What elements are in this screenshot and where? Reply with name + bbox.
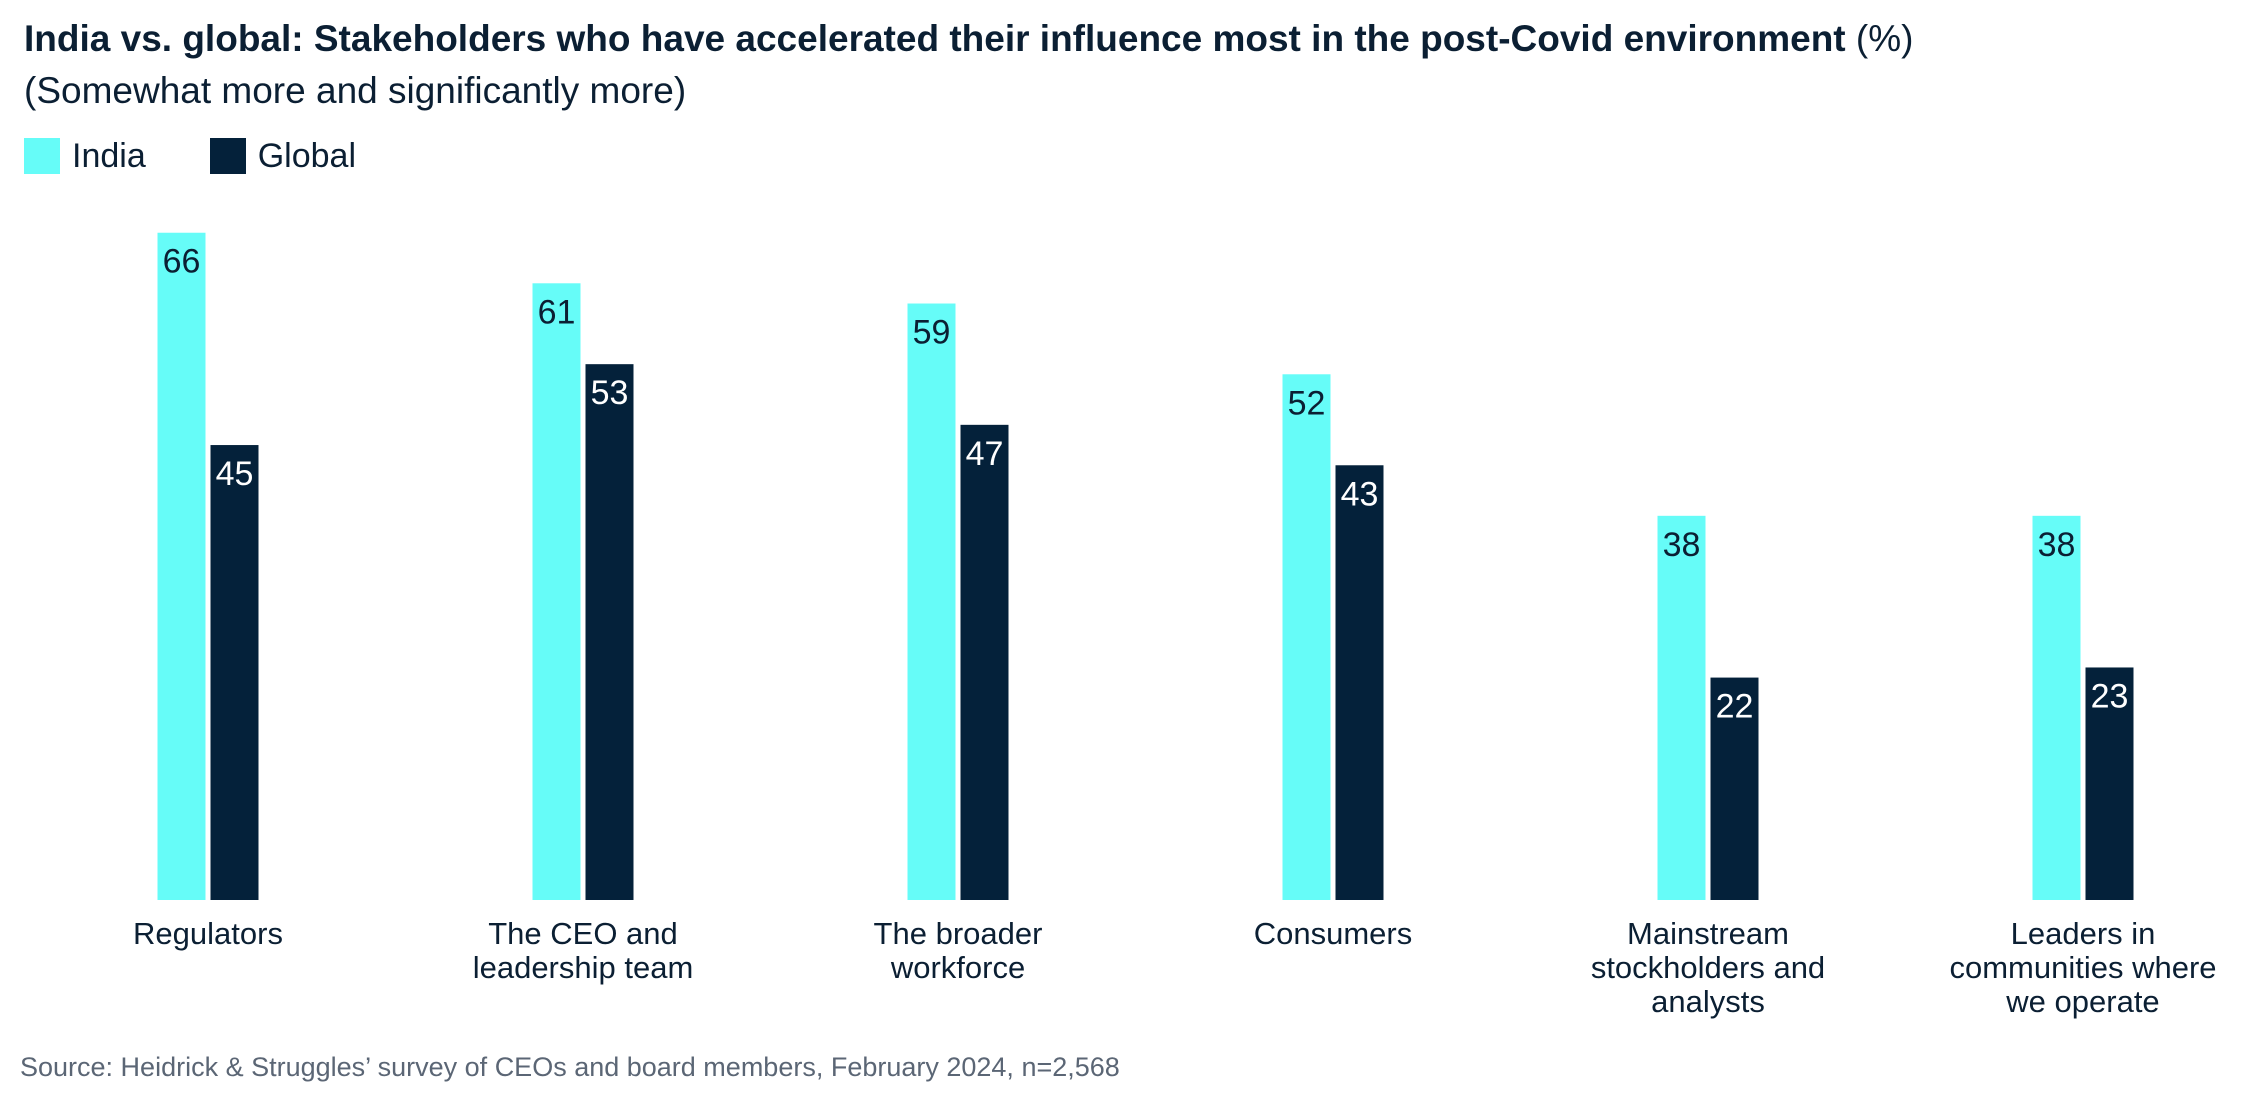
data-label-india-2: 61 bbox=[538, 293, 576, 331]
chart-title-unit: (%) bbox=[1855, 18, 1914, 59]
category-label-4-line-1: Consumers bbox=[1254, 916, 1413, 951]
bar-india-6 bbox=[2032, 515, 2081, 900]
category-label-6-line-3: we operate bbox=[2005, 984, 2159, 1019]
bar-global-4 bbox=[1335, 465, 1384, 900]
bar-india-3 bbox=[907, 303, 956, 900]
data-label-india-4: 52 bbox=[1288, 384, 1326, 422]
legend: India Global bbox=[24, 137, 420, 175]
category-label-5-line-1: Mainstream bbox=[1627, 916, 1789, 951]
category-label-1-line-1: Regulators bbox=[133, 916, 283, 951]
data-label-india-5: 38 bbox=[1663, 526, 1701, 564]
category-label-5-line-3: analysts bbox=[1651, 984, 1765, 1019]
legend-item-global: Global bbox=[209, 136, 357, 176]
bar-global-5 bbox=[1710, 677, 1759, 900]
bar-chart: 66 45 Regulators 61 53 The CEO andleadership … bbox=[133, 232, 2217, 1019]
chart-title: India vs. global: Stakeholders who have … bbox=[24, 14, 1913, 64]
legend-swatch-india bbox=[24, 138, 60, 174]
data-label-global-1: 45 bbox=[216, 455, 254, 493]
bar-india-4 bbox=[1282, 374, 1331, 900]
bar-global-2 bbox=[585, 364, 634, 900]
chart-title-text: India vs. global: Stakeholders who have … bbox=[24, 18, 1846, 59]
data-label-global-5: 22 bbox=[1716, 688, 1754, 726]
bar-global-3 bbox=[960, 424, 1009, 900]
bar-global-6 bbox=[2085, 667, 2134, 900]
category-label-6-line-1: Leaders in bbox=[2011, 916, 2156, 951]
legend-label-global: Global bbox=[257, 136, 357, 175]
data-label-global-6: 23 bbox=[2091, 677, 2129, 715]
data-label-india-6: 38 bbox=[2038, 526, 2076, 564]
category-label-2-line-1: The CEO and bbox=[488, 916, 678, 951]
bar-india-5 bbox=[1657, 515, 1706, 900]
data-label-global-3: 47 bbox=[966, 435, 1004, 473]
data-label-india-1: 66 bbox=[163, 243, 201, 281]
category-label-2-line-2: leadership team bbox=[473, 950, 694, 985]
category-label-5-line-2: stockholders and bbox=[1591, 950, 1825, 985]
chart-subtitle: (Somewhat more and significantly more) bbox=[24, 70, 687, 111]
legend-label-india: India bbox=[72, 136, 146, 175]
data-label-global-4: 43 bbox=[1341, 475, 1379, 513]
data-label-global-2: 53 bbox=[591, 374, 629, 412]
category-label-6-line-2: communities where bbox=[1949, 950, 2216, 985]
bar-india-2 bbox=[532, 283, 581, 900]
bar-india-1 bbox=[157, 232, 206, 901]
legend-item-india: India bbox=[24, 137, 146, 176]
legend-swatch-global bbox=[209, 138, 246, 174]
source-note: Source: Heidrick & Struggles’ survey of … bbox=[20, 1052, 1120, 1082]
data-label-india-3: 59 bbox=[913, 314, 951, 352]
bar-global-1 bbox=[210, 445, 259, 900]
category-label-3-line-2: workforce bbox=[890, 950, 1025, 985]
category-label-3-line-1: The broader bbox=[874, 916, 1043, 951]
